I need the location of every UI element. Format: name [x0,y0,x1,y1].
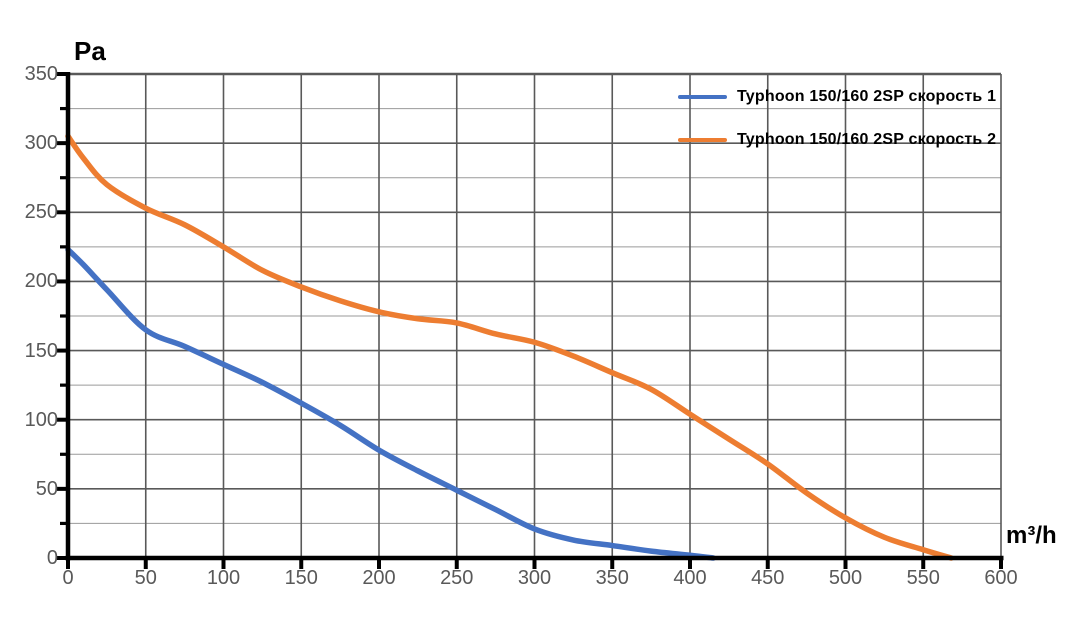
y-tick-label: 200 [24,270,58,293]
legend-swatch-speed-2-line [678,138,727,142]
x-tick-label: 150 [284,567,318,589]
x-tick-label: 450 [751,567,785,589]
y-axis-title: Pa [74,36,106,66]
y-tick-label: 300 [24,132,58,155]
y-tick-label: 50 [35,477,58,500]
y-tick-label: 250 [24,201,58,224]
legend-label-speed-2: Typhoon 150/160 2SP скорость 2 [737,131,997,148]
legend-label-speed-1: Typhoon 150/160 2SP скорость 1 [737,88,997,105]
x-tick-label: 400 [673,567,707,589]
x-tick-label: 250 [440,567,474,589]
x-axis-title: m³/h [1006,522,1057,549]
series-line-speed-2 [65,133,954,561]
x-tick-label: 50 [134,567,157,589]
series-line-speed-1 [65,246,717,561]
x-tick-label: 300 [517,567,552,589]
x-tick-label: 500 [828,567,863,589]
legend-item-speed-2: Typhoon 150/160 2SP скорость 2 [678,129,996,151]
x-tick-label: 600 [984,567,1018,589]
x-tick-label: 100 [206,567,241,589]
x-tick-label: 200 [362,567,396,589]
legend: Typhoon 150/160 2SP скорость 1 Typhoon 1… [678,86,996,172]
legend-swatch-speed-1-line [678,95,727,99]
y-tick-label: 100 [24,408,58,431]
x-tick-label: 350 [595,567,629,589]
y-tick-label: 0 [46,547,58,569]
y-tick-label: 350 [24,63,58,85]
legend-item-speed-1: Typhoon 150/160 2SP скорость 1 [678,86,996,108]
x-tick-label: 550 [906,567,940,589]
x-tick-label: 0 [62,567,74,589]
y-tick-label: 150 [24,339,58,362]
